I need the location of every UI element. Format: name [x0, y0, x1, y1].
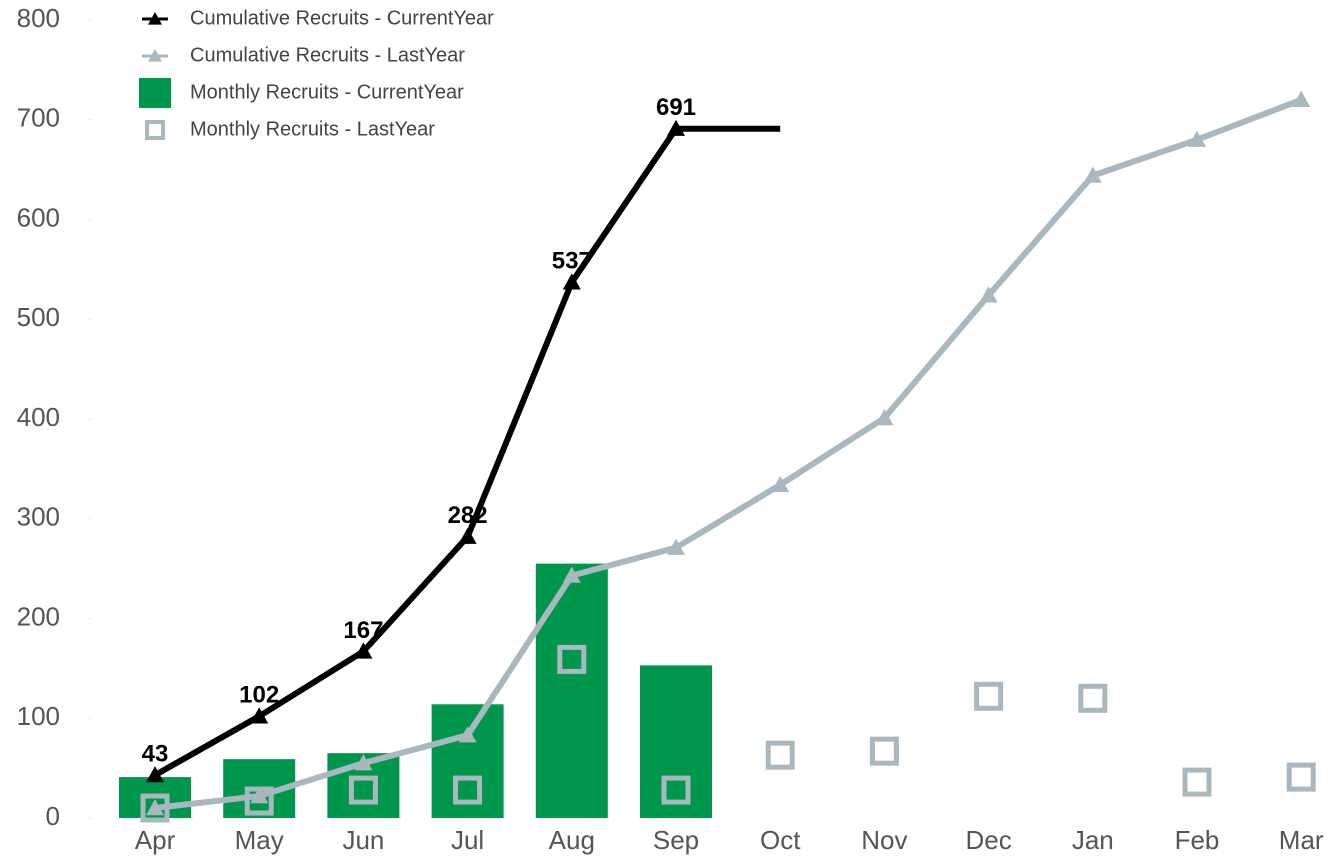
- triangle-marker: [146, 799, 164, 816]
- x-tick-label: Feb: [1175, 825, 1220, 855]
- triangle-marker: [458, 726, 477, 743]
- legend-label: Monthly Recruits - CurrentYear: [190, 81, 464, 103]
- square-marker: [1078, 683, 1108, 713]
- triangle-marker: [146, 766, 164, 783]
- legend-swatch: [139, 78, 171, 108]
- y-tick-label: 300: [17, 502, 60, 532]
- data-label: 102: [239, 682, 279, 709]
- triangle-marker: [979, 286, 998, 303]
- legend-marker: [148, 12, 162, 25]
- x-tick-label: Dec: [965, 825, 1011, 855]
- x-tick-label: Jan: [1072, 825, 1114, 855]
- x-tick-label: Mar: [1279, 825, 1324, 855]
- y-tick-label: 400: [17, 402, 60, 432]
- triangle-marker: [354, 754, 373, 771]
- legend-label: Cumulative Recruits - CurrentYear: [190, 7, 494, 29]
- square-marker: [765, 740, 795, 770]
- square-marker: [348, 775, 378, 805]
- square-marker: [1286, 762, 1316, 792]
- legend-label: Cumulative Recruits - LastYear: [190, 44, 465, 66]
- data-label: 282: [448, 502, 488, 529]
- square-marker: [557, 644, 587, 674]
- y-tick-label: 800: [17, 3, 60, 33]
- legend-marker: [148, 49, 162, 62]
- triangle-marker: [1083, 166, 1102, 183]
- data-label: 43: [142, 740, 169, 767]
- legend-marker: [145, 120, 165, 140]
- y-tick-label: 600: [17, 202, 60, 232]
- data-label: 537: [552, 248, 592, 275]
- bar: [535, 563, 608, 818]
- y-tick-label: 500: [17, 302, 60, 332]
- bar: [640, 665, 712, 818]
- x-tick-label: Jun: [342, 825, 384, 855]
- y-tick-label: 0: [46, 801, 60, 831]
- triangle-marker: [771, 475, 790, 493]
- square-marker: [869, 736, 899, 766]
- line: [154, 96, 1303, 812]
- triangle-marker: [1292, 90, 1311, 107]
- square-marker: [453, 775, 483, 805]
- triangle-marker: [562, 566, 581, 583]
- square-marker: [1182, 767, 1212, 797]
- x-tick-label: Nov: [861, 825, 907, 855]
- triangle-marker: [667, 119, 685, 136]
- x-tick-label: Jul: [451, 825, 484, 855]
- triangle-marker: [354, 642, 373, 659]
- y-tick-label: 700: [17, 103, 60, 133]
- triangle-marker: [458, 527, 477, 544]
- x-tick-label: Apr: [135, 825, 176, 855]
- triangle-marker: [1188, 130, 1206, 147]
- data-label: 167: [343, 617, 383, 644]
- x-tick-label: Oct: [760, 825, 801, 855]
- bar: [431, 704, 504, 818]
- square-marker: [661, 775, 691, 805]
- square-marker: [974, 681, 1004, 711]
- legend-label: Monthly Recruits - LastYear: [190, 118, 435, 140]
- x-tick-label: Aug: [549, 825, 595, 855]
- y-tick-label: 200: [17, 601, 60, 631]
- x-tick-label: Sep: [653, 825, 699, 855]
- triangle-marker: [562, 273, 581, 290]
- y-tick-label: 100: [17, 701, 60, 731]
- x-tick-label: May: [235, 825, 284, 855]
- triangle-marker: [667, 538, 685, 555]
- triangle-marker: [250, 787, 269, 804]
- data-label: 691: [656, 94, 696, 121]
- triangle-marker: [875, 409, 894, 426]
- triangle-marker: [250, 707, 269, 724]
